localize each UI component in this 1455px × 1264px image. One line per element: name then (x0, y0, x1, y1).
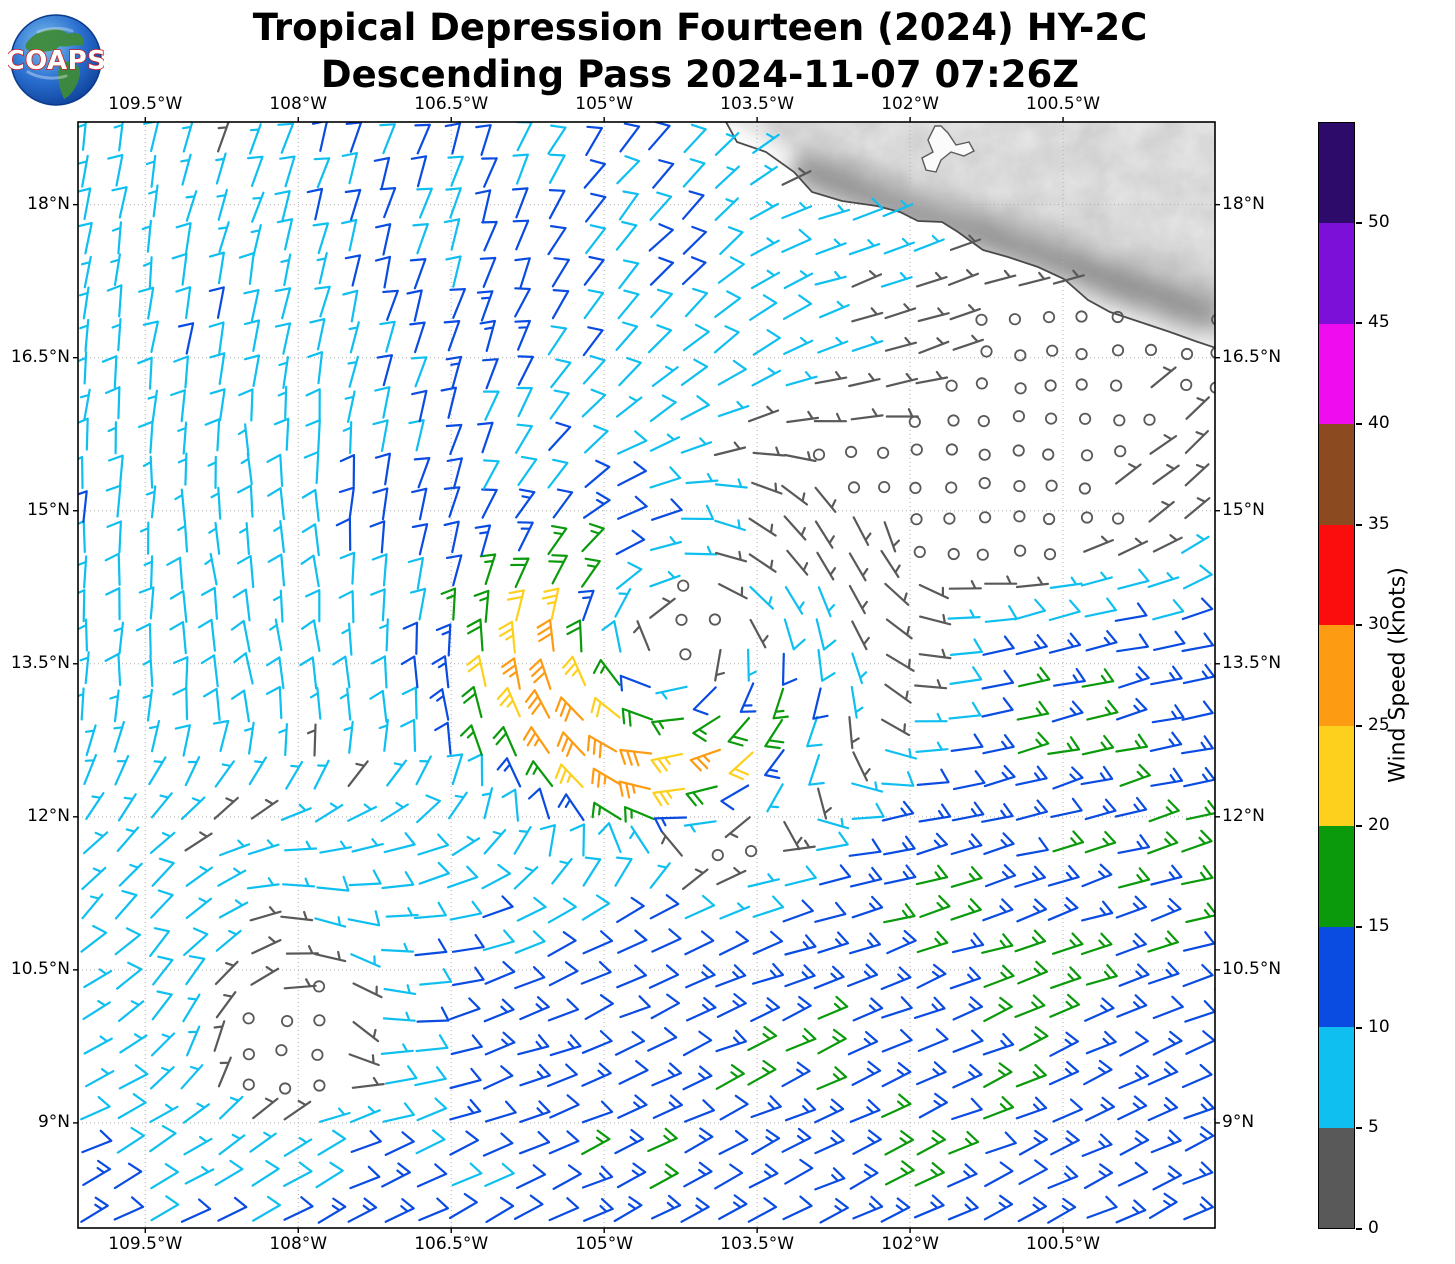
lat-tick-label-right: 13.5°N (1222, 652, 1282, 673)
lat-tick-label-right: 10.5°N (1222, 958, 1282, 979)
colorbar-tick-label: 10 (1368, 1016, 1390, 1037)
colorbar-band-45-50 (1319, 223, 1354, 324)
colorbar-tick-mark (1356, 1026, 1362, 1029)
colorbar-band-25-30 (1319, 625, 1354, 726)
lat-tick-label-left: 9°N (37, 1111, 70, 1132)
coaps-logo: COAPS (8, 14, 104, 106)
wind-barbs (78, 122, 1215, 1224)
colorbar (1318, 122, 1355, 1229)
lon-tick-label-top: 100.5°W (1026, 94, 1101, 114)
lon-tick-label-bottom: 108°W (269, 1234, 328, 1254)
lat-tick-label-right: 9°N (1222, 1111, 1255, 1132)
lat-tick-label-left: 16.5°N (10, 346, 70, 367)
colorbar-band-20-25 (1319, 725, 1354, 827)
lon-tick-label-bottom: 103.5°W (720, 1234, 795, 1254)
north-america-landmass (25, 29, 84, 54)
lon-tick-label-top: 108°W (269, 94, 328, 114)
colorbar-band-40-45 (1319, 323, 1354, 425)
chart-title: Tropical Depression Fourteen (2024) HY-2… (252, 6, 1148, 49)
colorbar-tick-label: 0 (1368, 1218, 1379, 1238)
lat-tick-label-left: 13.5°N (10, 652, 70, 673)
colorbar-tick-mark (1356, 221, 1362, 224)
lat-tick-label-left: 12°N (27, 805, 70, 826)
lat-tick-label-right: 15°N (1222, 499, 1265, 520)
axis-tick-marks (73, 117, 1220, 1233)
colorbar-band-5-10 (1319, 1027, 1354, 1128)
colorbar-tick-mark (1356, 825, 1362, 828)
map-frame (77, 121, 1216, 1229)
logo-text: COAPS (8, 46, 104, 76)
chart-subtitle: Descending Pass 2024-11-07 07:26Z (320, 53, 1080, 96)
colorbar-tick-label: 15 (1368, 916, 1390, 937)
colorbar-tick-mark (1356, 422, 1362, 425)
lat-tick-label-right: 18°N (1222, 193, 1265, 214)
colorbar-tick-mark (1356, 1228, 1362, 1230)
colorbar-tick-mark (1356, 1127, 1362, 1130)
lat-tick-label-left: 10.5°N (10, 958, 70, 979)
lon-tick-label-top: 109.5°W (108, 94, 183, 114)
colorbar-tick-mark (1356, 724, 1362, 727)
colorbar-tick-label: 40 (1368, 412, 1390, 433)
lat-tick-label-left: 15°N (27, 499, 70, 520)
lon-tick-label-bottom: 106.5°W (414, 1234, 489, 1254)
cloud-swirl (26, 70, 68, 80)
colorbar-tick-label: 5 (1368, 1117, 1379, 1138)
colorbar-tick-label: 20 (1368, 815, 1390, 836)
lat-tick-label-right: 16.5°N (1222, 346, 1282, 367)
cloud-swirl (36, 27, 74, 34)
lon-tick-label-bottom: 105°W (575, 1234, 634, 1254)
colorbar-tick-label: 30 (1368, 614, 1390, 635)
colorbar-band-35-40 (1319, 424, 1354, 525)
colorbar-tick-mark (1356, 926, 1362, 929)
lon-tick-label-top: 103.5°W (720, 94, 795, 114)
colorbar-tick-label: 25 (1368, 714, 1390, 735)
colorbar-band-50-55 (1319, 123, 1354, 224)
lon-tick-label-top: 106.5°W (414, 94, 489, 114)
lon-tick-label-bottom: 109.5°W (108, 1234, 183, 1254)
lon-tick-label-bottom: 100.5°W (1026, 1234, 1101, 1254)
chart-title-block: Tropical Depression Fourteen (2024) HY-2… (0, 4, 1400, 98)
colorbar-tick-label: 45 (1368, 312, 1390, 333)
lat-tick-label-left: 18°N (27, 193, 70, 214)
grid-lines (78, 122, 1215, 1228)
colorbar-tick-mark (1356, 624, 1362, 627)
colorbar-band-10-15 (1319, 926, 1354, 1028)
coastline (725, 122, 1215, 349)
colorbar-band-30-35 (1319, 524, 1354, 626)
lon-tick-label-top: 102°W (881, 94, 939, 114)
colorbar-tick-mark (1356, 523, 1362, 526)
lat-tick-label-right: 12°N (1222, 805, 1265, 826)
lon-tick-label-bottom: 102°W (881, 1234, 939, 1254)
colorbar-tick-label: 35 (1368, 513, 1390, 534)
lon-tick-label-top: 105°W (575, 94, 634, 114)
colorbar-band-0-5 (1319, 1127, 1354, 1228)
colorbar-tick-mark (1356, 322, 1362, 325)
colorbar-tick-label: 50 (1368, 211, 1390, 232)
south-america-landmass (58, 61, 81, 99)
colorbar-band-15-20 (1319, 826, 1354, 927)
